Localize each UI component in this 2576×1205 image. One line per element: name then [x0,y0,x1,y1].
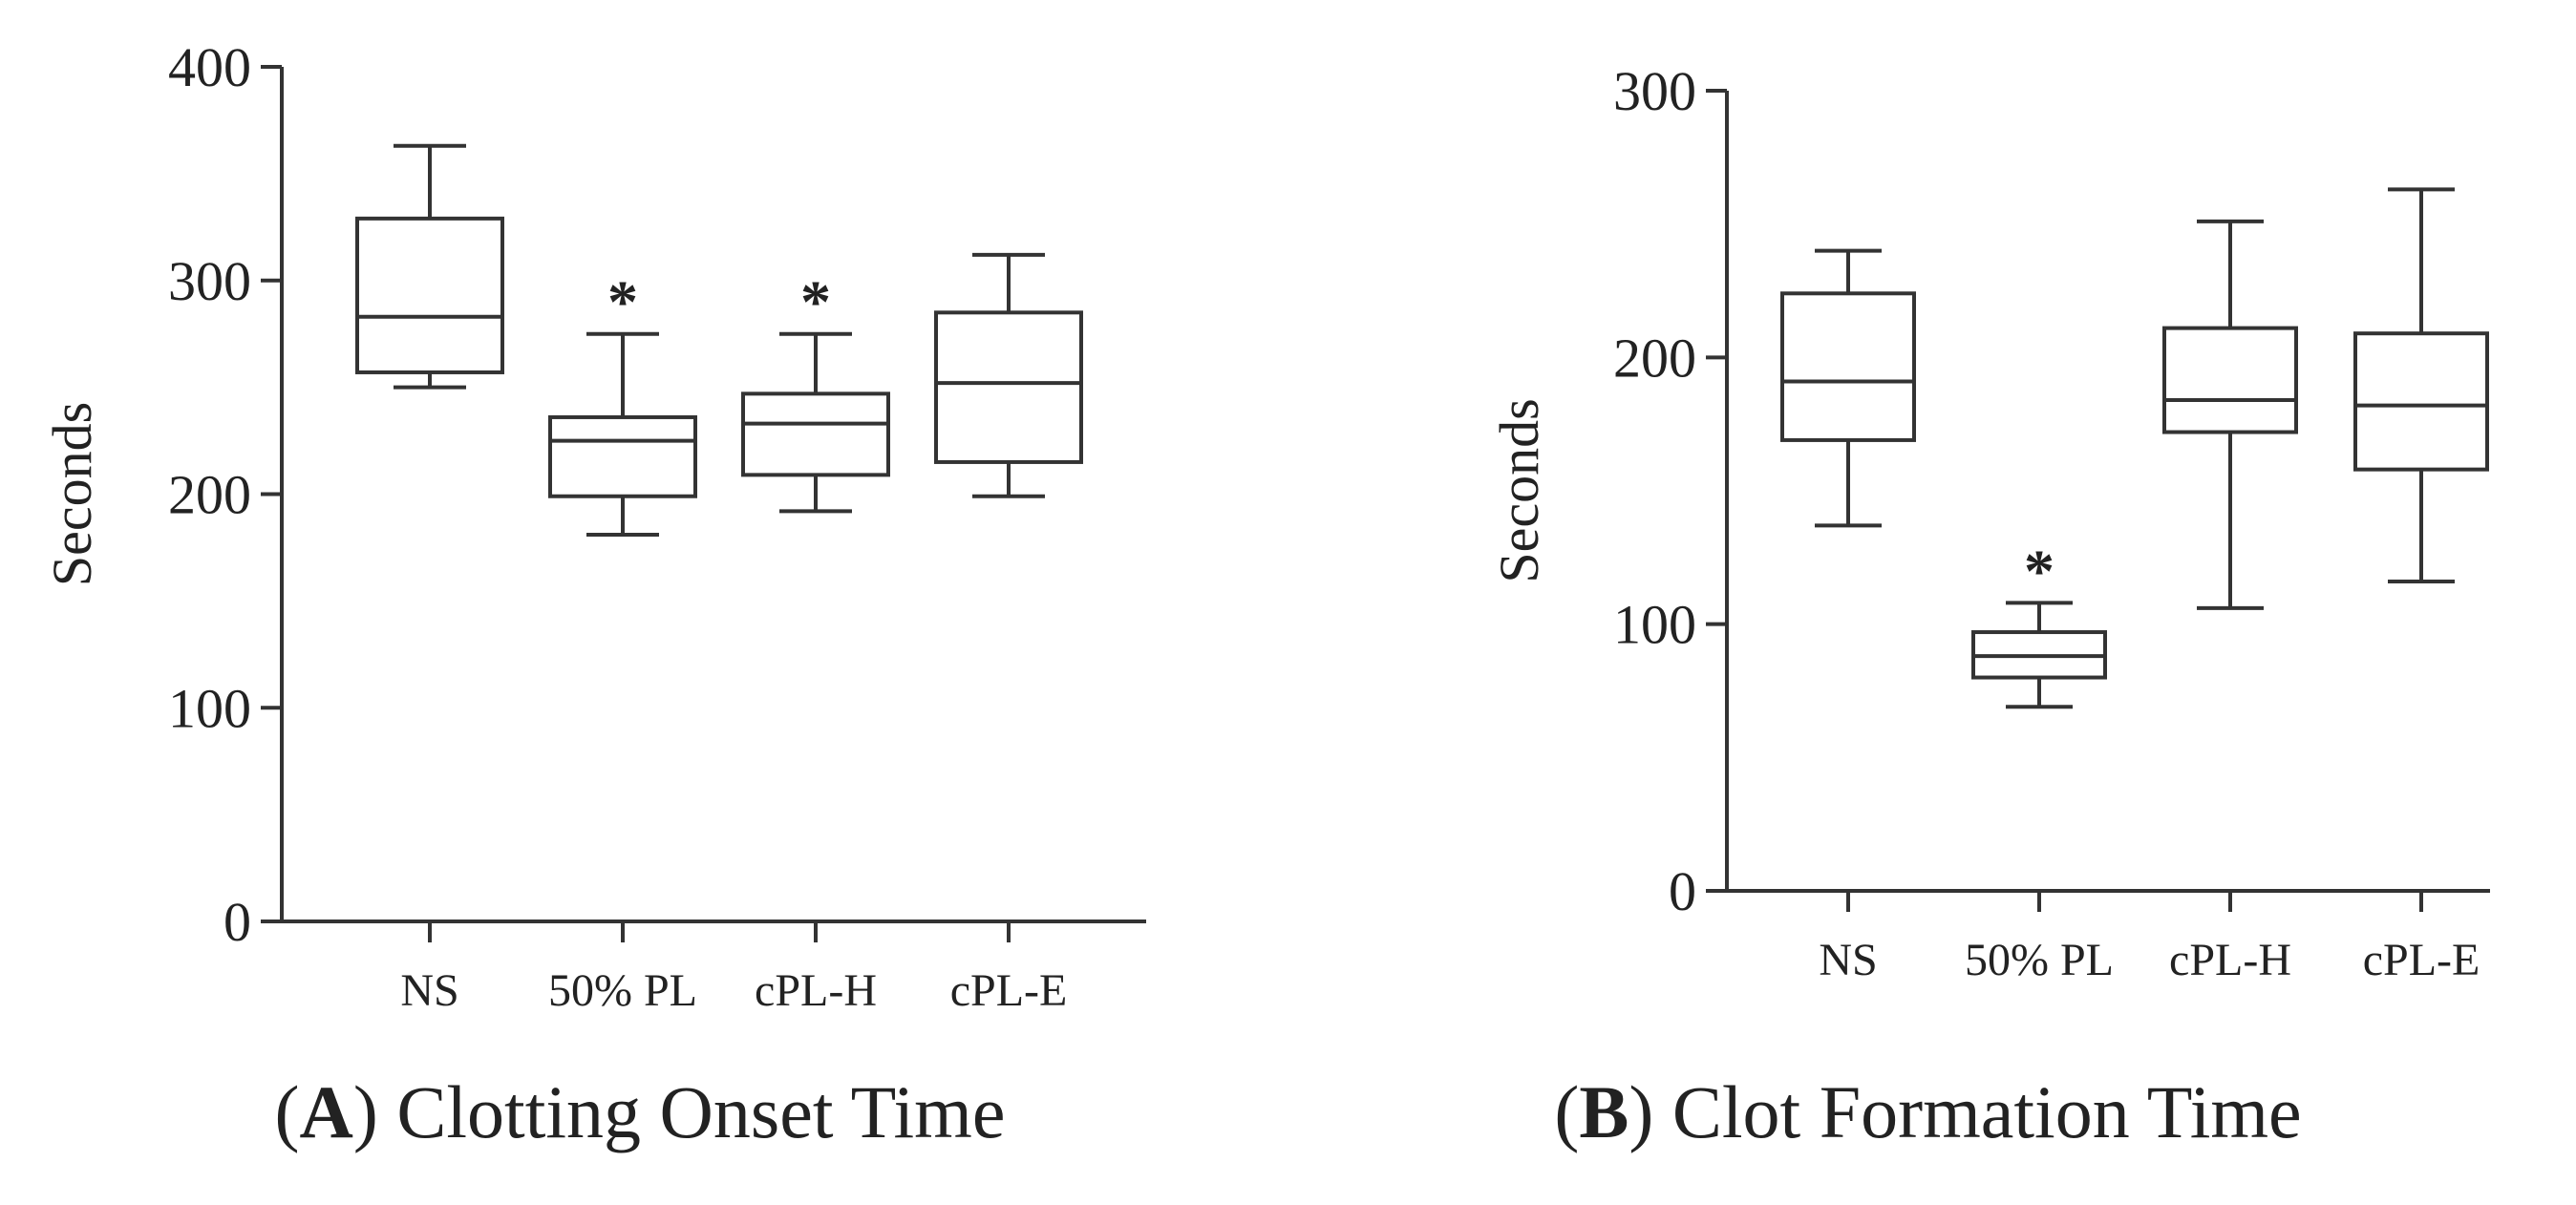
y-axis-label: Seconds [1488,398,1550,582]
x-tick-label: 50% PL [1965,935,2114,985]
y-tick-label: 0 [224,891,251,953]
box-iqr [355,216,504,374]
caption-b-letter: B [1579,1070,1629,1153]
x-tick-label: NS [400,965,458,1016]
box-iqr [1780,291,1916,442]
y-axis-label: Seconds [41,402,103,586]
x-tick-label: NS [1819,935,1877,985]
caption-a-title: Clotting Onset Time [396,1070,1006,1153]
caption-a: (A) Clotting Onset Time [274,1070,1006,1153]
x-tick-label: cPL-E [2363,935,2480,985]
box-iqr [741,391,890,477]
box-iqr [548,414,697,498]
x-tick-label: cPL-H [2169,935,2291,985]
y-tick-label: 0 [1669,860,1696,922]
panel-b: 0 100 200 300 Seconds NS 50% PL cPL-H cPL-E * (B)… [1280,0,2576,1205]
x-tick-label: cPL-E [950,965,1068,1016]
x-tick-label: cPL-H [755,965,877,1016]
chart-a: 0 100 200 300 400 Seconds NS 50% PL cPL-H cPL-E * * [41,36,1146,1016]
significance-marker: * [2024,537,2054,604]
significance-marker: * [800,268,831,336]
y-tick-label: 200 [1613,327,1696,389]
y-tick-label: 400 [168,36,251,98]
box-iqr [2162,326,2298,434]
y-tick-label: 100 [168,677,251,739]
y-tick-label: 100 [1613,594,1696,656]
box-iqr [2353,331,2489,472]
caption-a-letter: A [299,1070,353,1153]
y-tick-label: 200 [168,464,251,526]
chart-b: 0 100 200 300 Seconds NS 50% PL cPL-H cPL-E * [1488,60,2490,985]
x-tick-label: 50% PL [548,965,697,1016]
caption-b: (B) Clot Formation Time [1554,1070,2302,1153]
significance-marker: * [607,268,638,336]
caption-b-title: Clot Formation Time [1671,1070,2302,1153]
y-tick-label: 300 [1613,60,1696,122]
y-tick-label: 300 [168,250,251,312]
box-iqr [934,310,1083,464]
panel-a: 0 100 200 300 400 Seconds NS 50% PL cPL-H cPL-E * *… [0,0,1280,1205]
